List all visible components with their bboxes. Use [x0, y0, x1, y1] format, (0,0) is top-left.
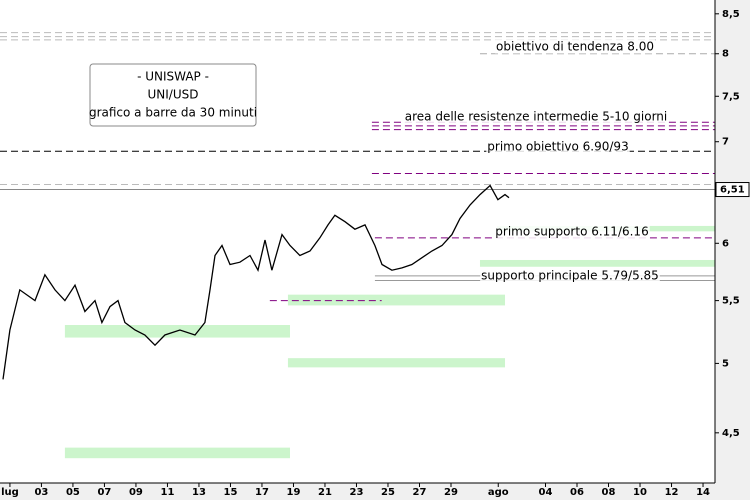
annotation-bg: [480, 268, 660, 283]
x-tick-label: ago: [488, 487, 509, 498]
x-tick-label: 12: [665, 487, 679, 498]
x-tick-label: 23: [350, 487, 364, 498]
y-tick-label: 7,5: [722, 91, 740, 102]
x-tick-label: 17: [255, 487, 269, 498]
y-tick-label: 5: [722, 358, 729, 369]
annotation: supporto principale 5.79/5.85: [481, 269, 659, 283]
x-tick-label: 15: [223, 487, 237, 498]
annotation-bg: [495, 39, 655, 54]
y-axis-strip: [715, 0, 750, 500]
y-tick-label: 5,5: [722, 296, 740, 307]
x-tick-label: 07: [97, 487, 111, 498]
title-box: - UNISWAP - UNI/USD grafico a barre da 3…: [89, 63, 257, 127]
support-zone: [287, 294, 506, 306]
annotation: primo obiettivo 6.90/93: [487, 140, 628, 154]
x-tick-label: 10: [633, 487, 647, 498]
x-tick-label: 09: [129, 487, 143, 498]
annotation: primo supporto 6.11/6.16: [495, 225, 648, 239]
support-zone: [64, 447, 291, 459]
x-tick-label: 21: [318, 487, 332, 498]
x-tick-label: lug: [1, 487, 19, 498]
x-tick-label: 19: [287, 487, 301, 498]
last-price-label: 6,51: [720, 185, 745, 196]
title-line: - UNISWAP -: [137, 70, 209, 84]
x-tick-label: 27: [413, 487, 427, 498]
x-tick-label: 04: [539, 487, 553, 498]
x-axis-strip: [0, 483, 750, 500]
x-tick-label: 13: [192, 487, 206, 498]
last-price-tag: [715, 182, 750, 198]
y-tick-label: 7: [722, 137, 729, 148]
x-tick-label: 05: [66, 487, 80, 498]
x-tick-label: 14: [696, 487, 710, 498]
x-tick-label: 06: [570, 487, 584, 498]
x-tick-label: 29: [444, 487, 458, 498]
annotation-bg: [494, 224, 650, 239]
title-line: grafico a barre da 30 minuti: [89, 106, 257, 120]
y-tick-label: 6: [722, 238, 729, 249]
x-tick-label: 08: [602, 487, 616, 498]
y-tick-label: 4,5: [722, 428, 740, 439]
annotation-bg: [403, 109, 669, 124]
annotation-bg: [486, 139, 630, 154]
x-tick-label: 03: [34, 487, 48, 498]
x-tick-label: 25: [381, 487, 395, 498]
y-tick-label: 8: [722, 49, 729, 60]
support-zone: [479, 259, 715, 267]
annotation: area delle resistenze intermedie 5-10 gi…: [405, 110, 668, 124]
annotation: obiettivo di tendenza 8.00: [496, 40, 654, 54]
y-tick-label: 8,5: [722, 9, 740, 20]
support-zone: [287, 358, 506, 368]
title-line: UNI/USD: [148, 88, 199, 102]
price-line: [2, 184, 510, 380]
title-frame: [89, 63, 257, 127]
x-tick-label: 11: [160, 487, 174, 498]
